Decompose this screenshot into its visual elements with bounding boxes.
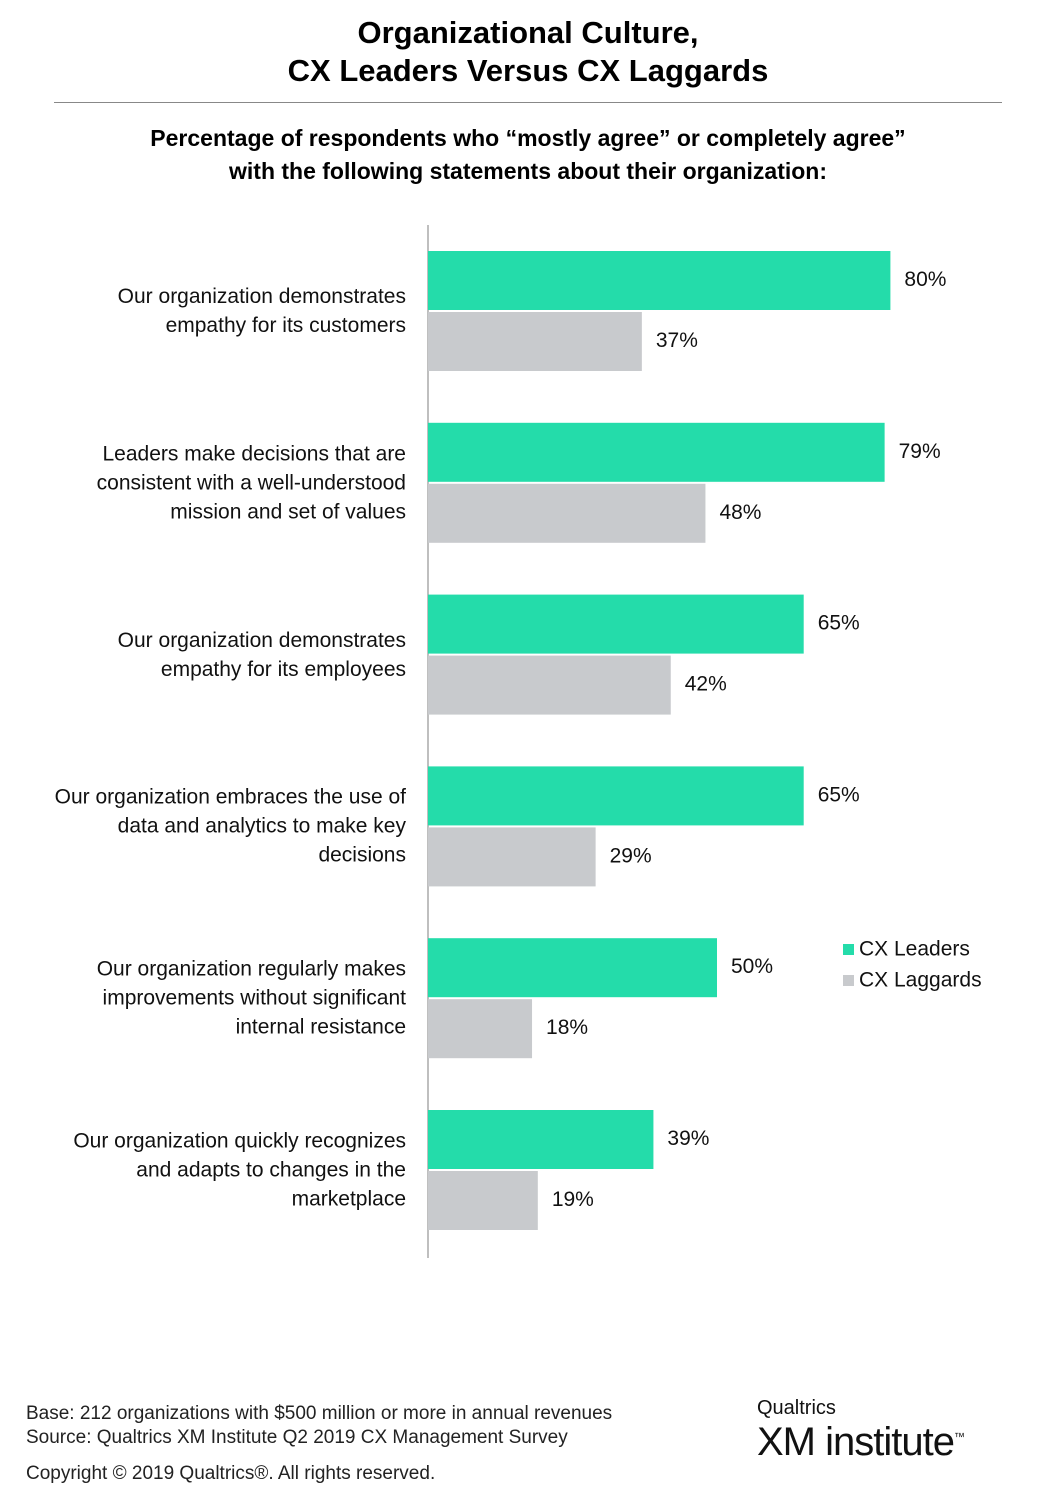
bar — [428, 312, 642, 371]
bar — [428, 766, 804, 826]
chart-title: Organizational Culture, CX Leaders Versu… — [287, 15, 769, 88]
bar — [428, 1171, 538, 1230]
legend-label: CX Laggards — [859, 969, 982, 992]
logo: XM institute™ — [757, 1420, 965, 1465]
value-label: 79% — [899, 440, 941, 463]
value-label: 65% — [818, 783, 860, 806]
category-label: Our organization demonstrates empathy fo… — [117, 628, 406, 681]
value-label: 18% — [546, 1016, 588, 1039]
category-label: Our organization quickly recognizes and … — [73, 1129, 406, 1211]
footnote: Base: 212 organizations with $500 millio… — [26, 1403, 613, 1424]
value-label: 48% — [719, 501, 761, 524]
bar — [428, 483, 706, 543]
bar — [428, 594, 804, 654]
logo-name: XM institute — [757, 1420, 955, 1464]
logo-mark: ™ — [953, 1431, 965, 1444]
value-label: 80% — [904, 268, 946, 291]
bar — [428, 827, 596, 887]
legend-swatch — [843, 944, 854, 955]
value-label: 37% — [656, 329, 698, 352]
value-label: 29% — [610, 844, 652, 867]
chart: 80% 37% 79% 48% 65% 42% 65% 29% 50% 18% 39% 19% CX L… — [427, 225, 982, 1258]
category-label: Our organization regularly makes improve… — [96, 957, 406, 1039]
category-label: Leaders make decisions that are consiste… — [96, 442, 406, 524]
bar — [428, 422, 885, 482]
footnote: Source: Qualtrics XM Institute Q2 2019 C… — [26, 1427, 568, 1448]
chart-subtitle: Percentage of respondents who “mostly ag… — [150, 125, 906, 184]
value-label: 19% — [552, 1188, 594, 1211]
bar — [428, 999, 533, 1059]
value-label: 39% — [667, 1127, 709, 1150]
bar — [428, 1110, 654, 1169]
value-label: 50% — [731, 955, 773, 978]
copyright: Copyright © 2019 Qualtrics®. All rights … — [26, 1463, 436, 1484]
bar — [428, 655, 671, 715]
bar — [428, 251, 891, 310]
title-rule — [54, 102, 1002, 103]
value-label: 65% — [818, 612, 860, 635]
category-label: Our organization demonstrates empathy fo… — [117, 285, 406, 337]
legend-label: CX Leaders — [859, 938, 970, 961]
category-label: Our organization embraces the use of dat… — [54, 785, 406, 867]
legend-swatch — [843, 975, 854, 986]
bar — [428, 938, 717, 998]
logo-brand: Qualtrics — [757, 1397, 836, 1419]
value-label: 42% — [685, 673, 727, 696]
